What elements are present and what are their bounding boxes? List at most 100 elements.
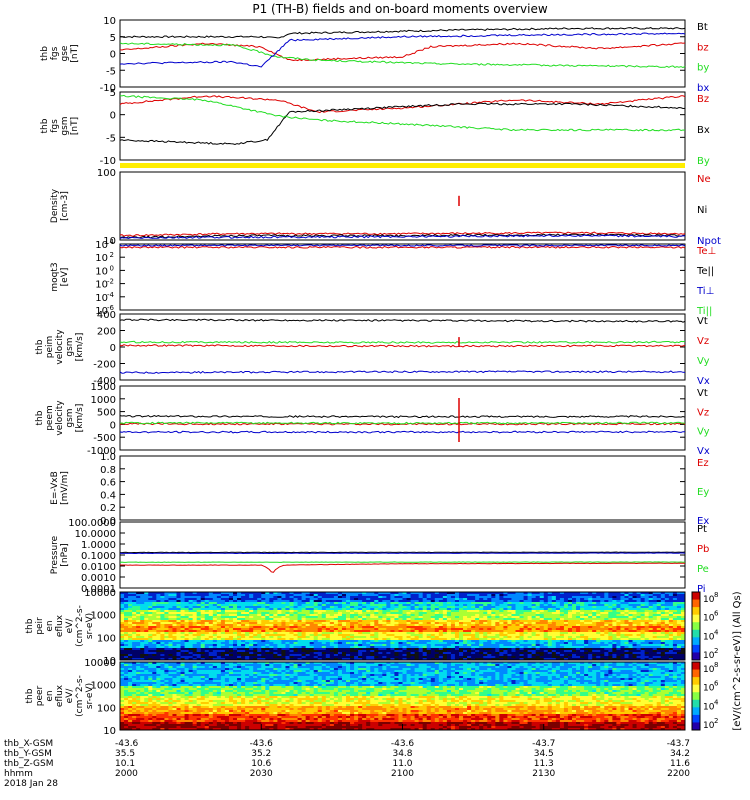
spectrogram-cell — [253, 630, 258, 633]
spectrogram-cell — [608, 616, 613, 619]
spectrogram-cell — [676, 614, 682, 617]
spectrogram-cell — [519, 632, 524, 635]
spectrogram-cell — [184, 622, 190, 625]
spectrogram-cell — [434, 654, 440, 657]
spectrogram-cell — [491, 638, 496, 641]
spectrogram-cell — [616, 598, 621, 601]
spectrogram-cell — [475, 644, 480, 647]
spectrogram-cell — [580, 638, 585, 641]
spectrogram-cell — [132, 616, 137, 619]
spectrogram-cell — [624, 654, 629, 657]
spectrogram-cell — [152, 596, 157, 599]
spectrogram-cell — [406, 642, 411, 645]
spectrogram-cell — [120, 652, 125, 655]
spectrogram-cell — [491, 636, 496, 639]
spectrogram-cell — [652, 608, 658, 611]
spectrogram-cell — [277, 622, 282, 625]
spectrogram-cell — [640, 638, 646, 641]
spectrogram-cell — [301, 594, 307, 597]
spectrogram-cell — [539, 658, 545, 661]
spectrogram-cell — [555, 612, 561, 615]
spectrogram-cell — [346, 644, 351, 647]
spectrogram-cell — [124, 630, 129, 633]
spectrogram-cell — [168, 610, 173, 613]
spectrogram-cell — [563, 652, 569, 655]
spectrogram-cell — [398, 612, 403, 615]
spectrogram-cell — [228, 646, 234, 649]
spectrogram-cell — [281, 646, 286, 649]
spectrogram-cell — [261, 604, 266, 607]
spectrogram-cell — [680, 596, 686, 599]
spectrogram-cell — [563, 658, 569, 661]
spectrogram-cell — [483, 602, 488, 605]
spectrogram-cell — [192, 654, 198, 657]
spectrogram-cell — [140, 592, 145, 595]
spectrogram-cell — [269, 624, 274, 627]
spectrogram-cell — [580, 654, 585, 657]
spectrogram-cell — [467, 606, 472, 609]
spectrogram-cell — [418, 624, 424, 627]
spectrogram-cell — [434, 626, 440, 629]
legend-label: Ez — [697, 458, 709, 469]
spectrogram-cell — [277, 592, 282, 595]
spectrogram-cell — [321, 632, 327, 635]
spectrogram-cell — [446, 646, 452, 649]
spectrogram-cell — [370, 622, 375, 625]
y-tick-label: 0 — [110, 420, 116, 431]
spectrogram-cell — [293, 628, 298, 631]
spectrogram-cell — [572, 612, 577, 615]
spectrogram-cell — [616, 596, 621, 599]
spectrogram-cell — [374, 612, 379, 615]
spectrogram-cell — [567, 608, 573, 611]
spectrogram-cell — [426, 642, 432, 645]
spectrogram-cell — [216, 626, 222, 629]
spectrogram-cell — [648, 608, 654, 611]
spectrogram-cell — [507, 636, 512, 639]
spectrogram-cell — [172, 644, 177, 647]
spectrogram-cell — [297, 592, 303, 595]
spectrogram-cell — [596, 658, 601, 661]
spectrogram-cell — [269, 600, 274, 603]
spectrogram-cell — [180, 602, 185, 605]
y-tick-label: 100 — [97, 168, 116, 179]
spectrogram-cell — [475, 630, 480, 633]
spectrogram-cell — [676, 618, 682, 621]
spectrogram-cell — [475, 604, 480, 607]
spectrogram-cell — [208, 656, 214, 659]
spectrogram-cell — [507, 644, 512, 647]
spectrogram-cell — [507, 616, 512, 619]
spectrogram-cell — [228, 644, 234, 647]
spectrogram-cell — [350, 622, 355, 625]
spectrogram-cell — [672, 596, 678, 599]
spectrogram-cell — [608, 608, 613, 611]
spectrogram-cell — [475, 592, 480, 595]
spectrogram-cell — [176, 608, 181, 611]
spectrogram-cell — [192, 614, 198, 617]
spectrogram-cell — [196, 608, 202, 611]
spectrogram-cell — [584, 626, 589, 629]
spectrogram-cell — [358, 654, 363, 657]
spectrogram-cell — [140, 622, 145, 625]
spectrogram-cell — [293, 624, 298, 627]
spectrogram-cell — [269, 658, 274, 661]
spectrogram-cell — [253, 606, 258, 609]
spectrogram-cell — [196, 598, 202, 601]
spectrogram-cell — [148, 606, 153, 609]
spectrogram-cell — [648, 604, 654, 607]
spectrogram-cell — [281, 624, 286, 627]
spectrogram-cell — [309, 598, 315, 601]
spectrogram-cell — [329, 606, 335, 609]
spectrogram-cell — [289, 656, 294, 659]
spectrogram-cell — [479, 604, 484, 607]
spectrogram-cell — [495, 604, 500, 607]
spectrogram-cell — [644, 602, 650, 605]
spectrogram-cell — [128, 594, 133, 597]
spectrogram-cell — [220, 652, 226, 655]
spectrogram-cell — [551, 614, 557, 617]
legend-label: bz — [697, 42, 709, 53]
spectrogram-cell — [632, 652, 637, 655]
spectrogram-cell — [297, 604, 303, 607]
spectrogram-cell — [358, 650, 363, 653]
spectrogram-cell — [188, 620, 194, 623]
spectrogram-cell — [346, 608, 351, 611]
